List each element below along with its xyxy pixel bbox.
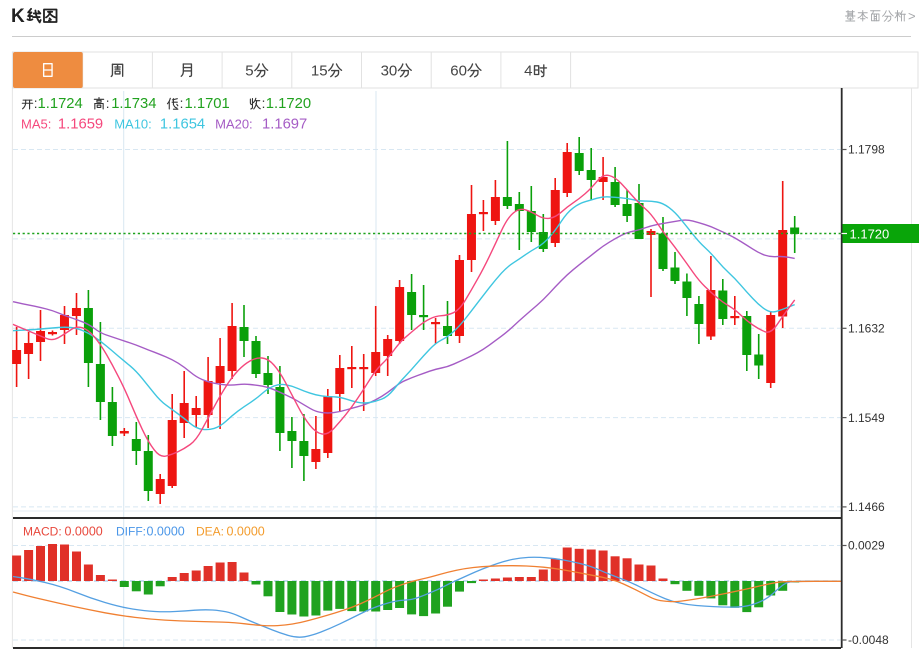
svg-text::: :	[106, 96, 110, 111]
svg-text:1.1549: 1.1549	[848, 411, 885, 425]
svg-text:1.1654: 1.1654	[160, 117, 205, 133]
svg-text:MA5:: MA5:	[21, 117, 51, 132]
svg-text:1.1697: 1.1697	[262, 117, 307, 133]
svg-text:0: 0	[389, 62, 397, 79]
svg-text:K: K	[11, 6, 25, 27]
svg-text:0.0000: 0.0000	[65, 525, 103, 539]
svg-text:5: 5	[245, 62, 253, 79]
svg-text:4: 4	[524, 62, 532, 79]
svg-text:0: 0	[459, 62, 467, 79]
svg-text::: :	[34, 96, 38, 111]
svg-text:0.0000: 0.0000	[147, 525, 185, 539]
svg-text::: :	[180, 96, 184, 111]
svg-text:1.1701: 1.1701	[185, 96, 230, 112]
svg-text:MACD:: MACD:	[23, 525, 62, 539]
svg-text:1.1659: 1.1659	[58, 117, 103, 133]
svg-text:1.1632: 1.1632	[848, 322, 885, 336]
svg-text::: :	[262, 96, 266, 111]
svg-text:3: 3	[381, 62, 389, 79]
svg-text:1.1724: 1.1724	[38, 96, 83, 112]
svg-text:1.1798: 1.1798	[848, 143, 885, 157]
svg-text:DIFF:: DIFF:	[116, 525, 146, 539]
svg-text:1.1734: 1.1734	[111, 96, 156, 112]
svg-text:0.0000: 0.0000	[227, 525, 265, 539]
svg-text:5: 5	[319, 62, 327, 79]
svg-text:1.1720: 1.1720	[850, 226, 890, 241]
svg-text:MA20:: MA20:	[215, 117, 253, 132]
svg-text:6: 6	[450, 62, 458, 79]
svg-text:0.0029: 0.0029	[848, 539, 885, 553]
svg-text:1.1720: 1.1720	[266, 96, 311, 112]
svg-text:1.1466: 1.1466	[848, 500, 885, 514]
svg-text:DEA:: DEA:	[196, 525, 224, 539]
svg-text:-0.0048: -0.0048	[848, 633, 889, 647]
svg-text:MA10:: MA10:	[114, 117, 152, 132]
svg-text:>: >	[908, 9, 916, 24]
svg-text:1: 1	[311, 62, 319, 79]
